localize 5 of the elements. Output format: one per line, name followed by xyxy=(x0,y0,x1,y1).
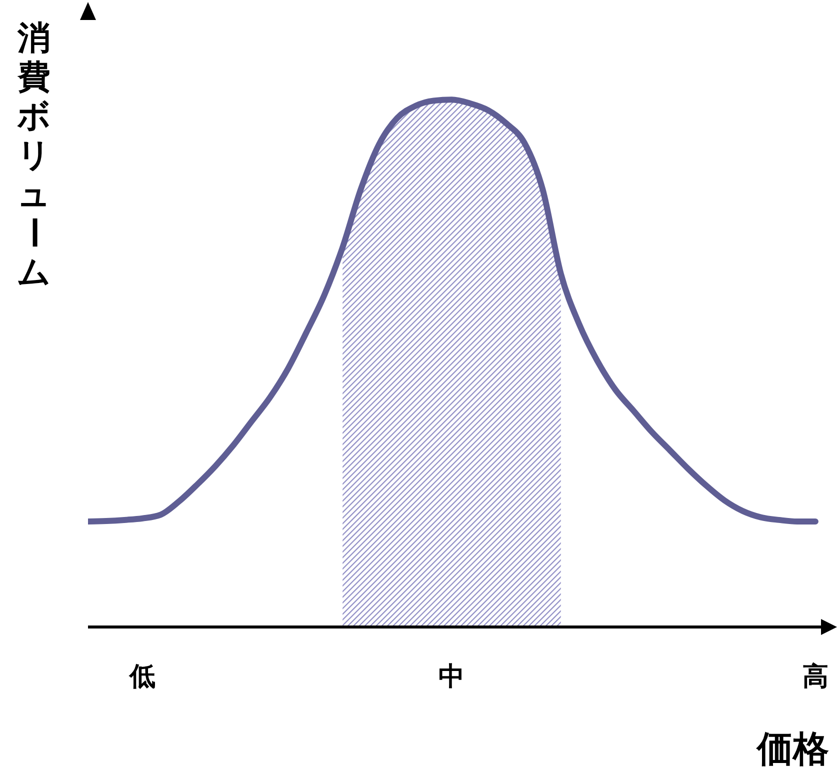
x-tick-label: 高 xyxy=(802,662,828,692)
x-tick-label: 低 xyxy=(128,662,156,692)
x-tick-label: 中 xyxy=(438,662,465,692)
x-axis-title: 価格 xyxy=(757,728,829,772)
y-axis-title: 消費ボリューム xyxy=(14,18,54,291)
